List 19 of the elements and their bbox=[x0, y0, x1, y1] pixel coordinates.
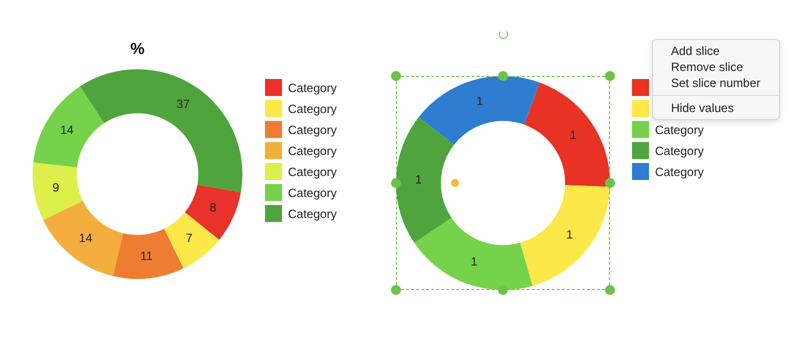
context-menu: Add slice Remove slice Set slice number Hide values bbox=[652, 39, 780, 120]
data-label: 37 bbox=[176, 97, 190, 112]
data-label: 8 bbox=[210, 200, 217, 215]
legend-label: Category bbox=[288, 80, 337, 94]
legend-label: Category bbox=[655, 164, 704, 178]
legend-label: Category bbox=[288, 186, 337, 200]
chart-title: % bbox=[130, 41, 145, 58]
legend-label: Category bbox=[288, 122, 337, 136]
data-label: 14 bbox=[78, 230, 93, 245]
legend-label: Category bbox=[288, 144, 337, 158]
legend-label: Category bbox=[288, 206, 337, 220]
legend-label: Category bbox=[288, 102, 337, 116]
legend-label: Category bbox=[655, 122, 704, 136]
data-label: 11 bbox=[140, 248, 153, 263]
legend-label: Category bbox=[655, 144, 704, 158]
legend-label: Category bbox=[288, 164, 337, 178]
data-label: 9 bbox=[52, 180, 60, 195]
data-label: 14 bbox=[60, 122, 74, 137]
data-label: 7 bbox=[186, 231, 193, 246]
